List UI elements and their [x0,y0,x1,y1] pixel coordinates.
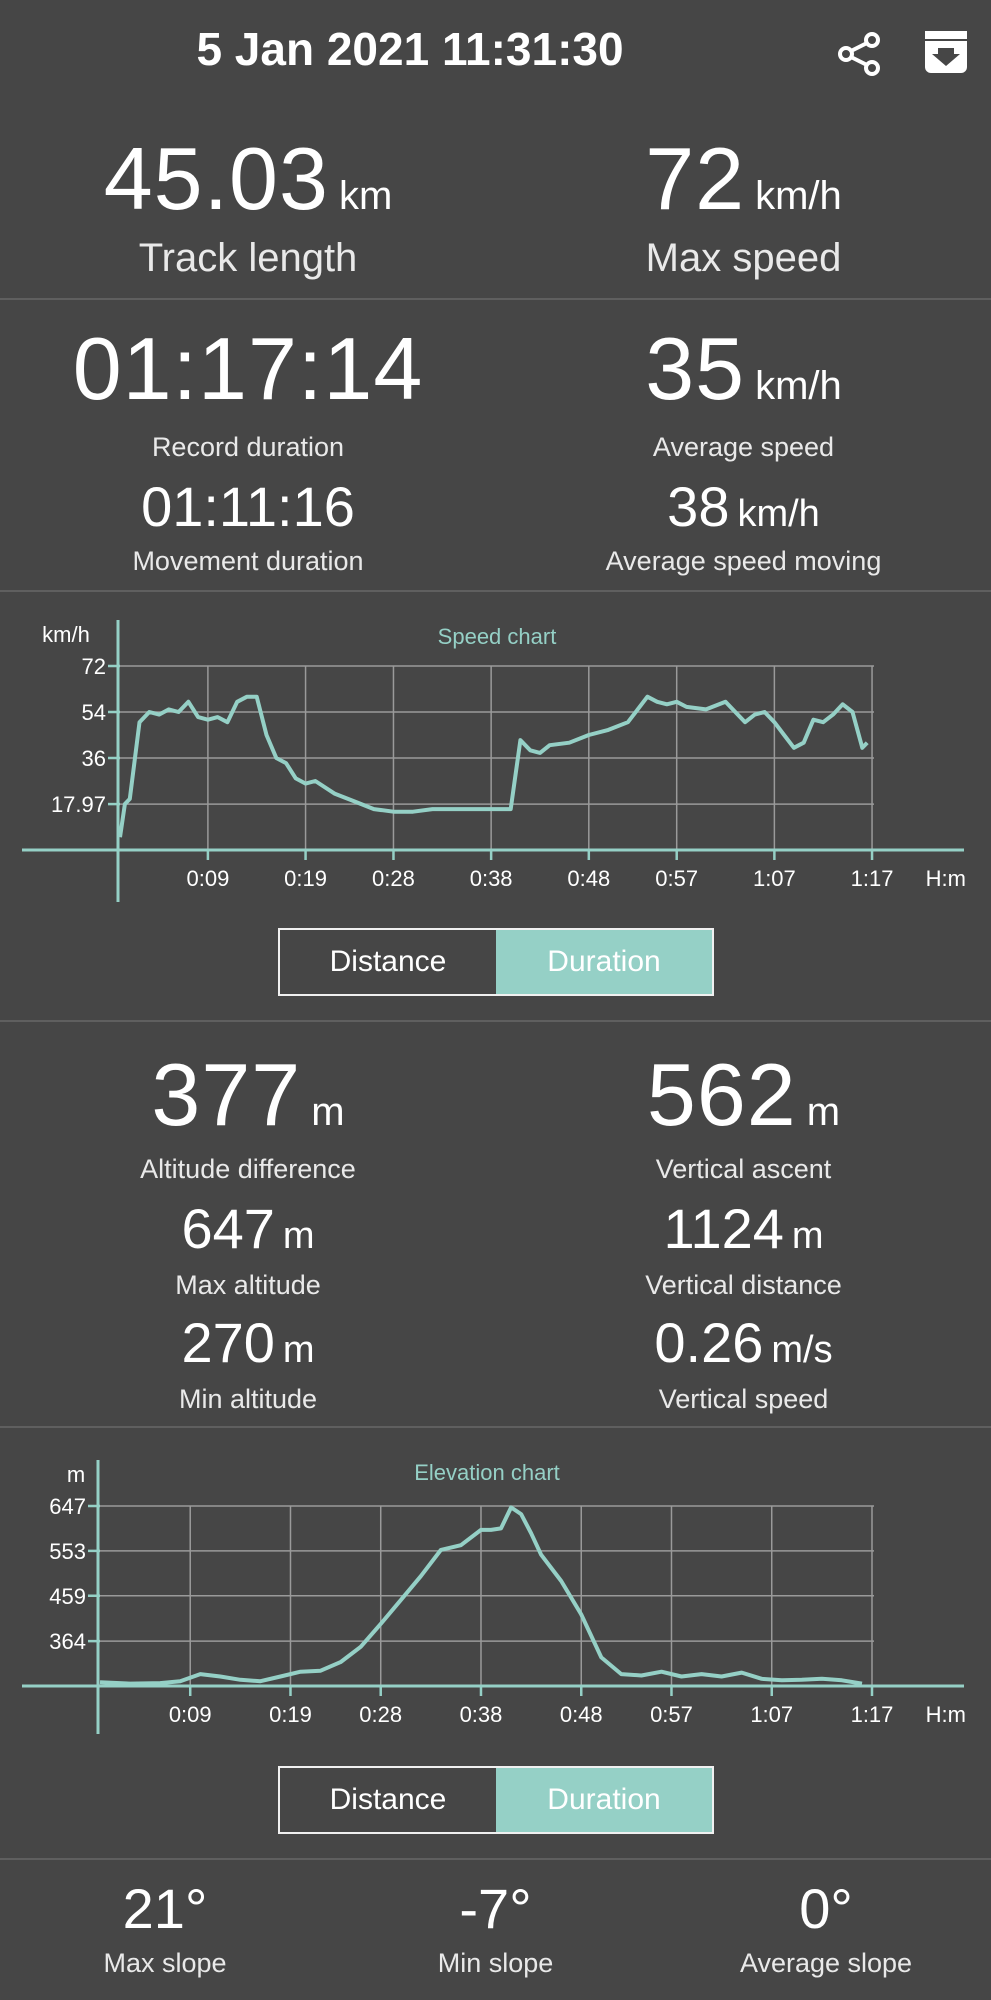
vertical-distance-unit: m [791,1215,824,1257]
vertical-distance-value: 1124 [663,1197,784,1260]
x-tick-label: 0:28 [359,1702,402,1727]
y-tick-label: 459 [49,1584,86,1609]
movement-duration-value: 01:11:16 [141,475,355,538]
y-tick-label: 36 [82,746,106,771]
x-tick-label: 1:17 [851,1702,894,1727]
x-tick-label: 0:57 [650,1702,693,1727]
average-speed-moving-value: 38 [667,475,730,538]
track-length-value: 45.03 [103,129,329,228]
vertical-speed-value: 0.26 [654,1311,764,1374]
y-tick-label: 647 [49,1494,86,1519]
vertical-ascent-value: 562 [646,1045,797,1144]
divider [0,1426,991,1428]
x-axis-label: H:m [926,866,966,891]
elevation-chart-toggle: Distance Duration [278,1766,714,1834]
speed-chart-toggle: Distance Duration [278,928,714,996]
elevation-chart: 364 459 553 647 0:09 0:19 0:28 0:38 0:48 0:57 1:07… [22,1460,966,1734]
divider [0,1020,991,1022]
average-speed-stat: 35 km/h [496,318,991,420]
max-altitude-label: Max altitude [175,1270,321,1300]
vertical-speed-label: Vertical speed [658,1384,829,1414]
vertical-distance-label: Vertical distance [645,1270,842,1300]
page-title: 5 Jan 2021 11:31:30 [196,23,624,75]
altitude-difference-stat: 377 m [0,1044,496,1146]
average-speed-moving-label: Average speed moving [605,546,882,576]
vertical-speed-unit: m/s [771,1329,833,1371]
average-speed-moving-unit: km/h [737,493,820,535]
divider [0,590,991,592]
series-line [118,694,869,838]
x-tick-label: 0:28 [372,866,415,891]
min-altitude-label: Min altitude [178,1384,318,1414]
vertical-ascent-stat: 562 m [496,1044,991,1146]
chart-title: Elevation chart [414,1460,560,1485]
x-tick-label: 1:07 [750,1702,793,1727]
x-tick-label: 0:38 [460,1702,503,1727]
x-tick-label: 0:48 [567,866,610,891]
x-tick-label: 1:17 [851,866,894,891]
max-speed-label: Max speed [645,236,842,280]
vertical-speed-stat: 0.26 m/s [496,1310,991,1375]
y-tick-label: 72 [82,654,106,679]
x-tick-label: 0:09 [186,866,229,891]
track-length-label: Track length [138,236,358,280]
y-tick-label: 54 [82,700,106,725]
max-altitude-unit: m [282,1215,315,1257]
y-axis-label: m [67,1462,85,1487]
altitude-difference-value: 377 [151,1045,302,1144]
average-slope-label: Average slope [739,1948,913,1978]
min-altitude-value: 270 [181,1311,275,1374]
record-duration-label: Record duration [151,432,345,462]
min-slope-value: -7° [459,1877,532,1940]
max-speed-value: 72 [645,129,746,228]
altitude-difference-label: Altitude difference [140,1154,356,1184]
x-axis-label: H:m [926,1702,966,1727]
y-axis-label: km/h [42,622,90,647]
y-tick-label: 17.97 [51,792,106,817]
elevation-distance-tab[interactable]: Distance [280,1768,496,1832]
average-speed-value: 35 [645,319,746,418]
series-line [99,1505,863,1686]
x-tick-label: 0:09 [169,1702,212,1727]
elevation-duration-tab[interactable]: Duration [496,1768,712,1832]
min-altitude-unit: m [282,1329,315,1371]
max-speed-unit: km/h [755,174,842,218]
speed-chart: 17.97 36 54 72 0:09 0:19 0:28 0:38 0:48 0:57 1:07 1… [22,620,966,902]
record-duration-value: 01:17:14 [72,319,424,418]
max-speed-stat: 72 km/h [496,128,991,230]
vertical-ascent-unit: m [806,1090,841,1134]
speed-duration-tab[interactable]: Duration [496,930,712,994]
vertical-ascent-label: Vertical ascent [655,1154,832,1184]
x-tick-label: 0:19 [284,866,327,891]
min-slope-label: Min slope [437,1948,554,1978]
chart-title: Speed chart [438,624,557,649]
movement-duration-label: Movement duration [132,546,364,576]
share-icon[interactable] [836,30,884,78]
max-altitude-value: 647 [181,1197,275,1260]
x-tick-label: 0:48 [560,1702,603,1727]
average-speed-unit: km/h [755,364,842,408]
max-altitude-stat: 647 m [0,1196,496,1261]
divider [0,298,991,300]
average-speed-moving-stat: 38 km/h [496,474,991,539]
min-altitude-stat: 270 m [0,1310,496,1375]
x-tick-label: 0:57 [655,866,698,891]
max-slope-label: Max slope [103,1948,227,1978]
track-length-stat: 45.03 km [0,128,496,230]
average-speed-label: Average speed [652,432,835,462]
max-slope-value: 21° [122,1877,208,1940]
y-tick-label: 364 [49,1629,86,1654]
track-length-unit: km [338,174,393,218]
y-tick-label: 553 [49,1539,86,1564]
average-slope-value: 0° [799,1877,853,1940]
x-tick-label: 1:07 [753,866,796,891]
speed-distance-tab[interactable]: Distance [280,930,496,994]
divider [0,1858,991,1860]
x-tick-label: 0:38 [470,866,513,891]
vertical-distance-stat: 1124 m [496,1196,991,1261]
x-tick-label: 0:19 [269,1702,312,1727]
download-icon[interactable] [924,30,968,74]
altitude-difference-unit: m [311,1090,345,1134]
